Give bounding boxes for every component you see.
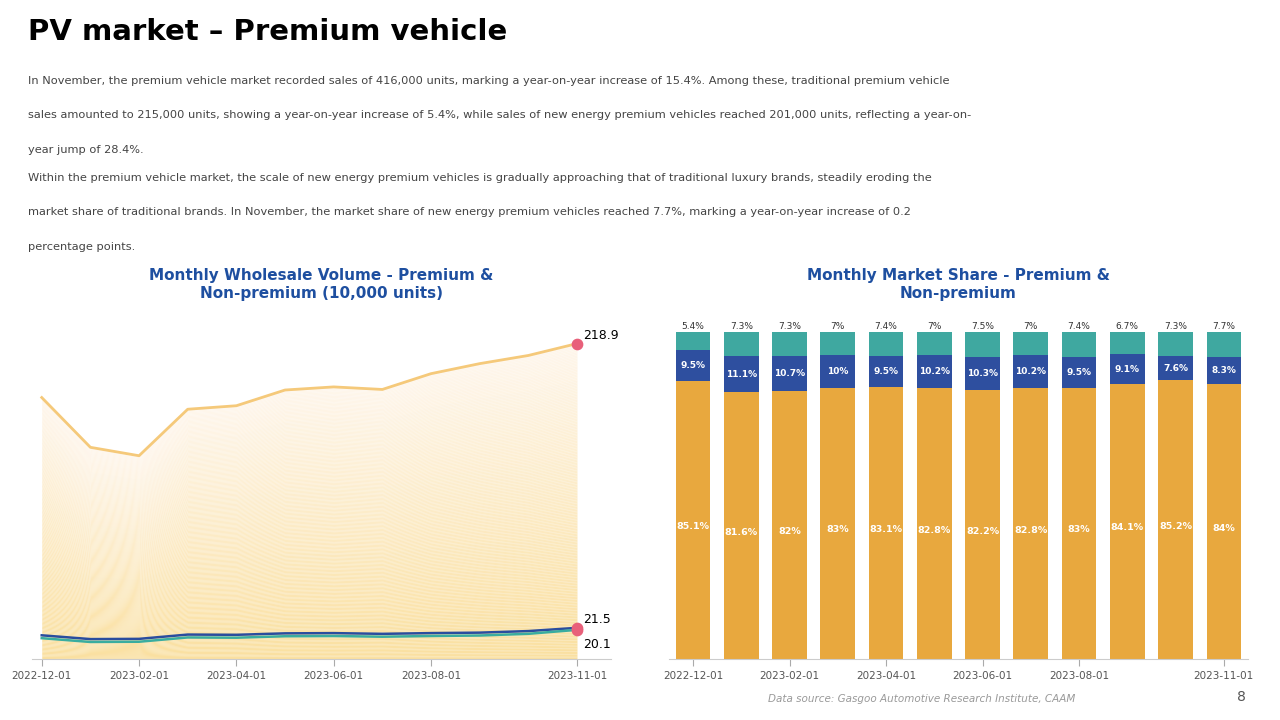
Bar [1158,332,1193,356]
Bar [1110,384,1144,659]
Text: sales amounted to 215,000 units, showing a year-on-year increase of 5.4%, while : sales amounted to 215,000 units, showing… [28,110,972,120]
Bar [1158,380,1193,659]
Text: 5.4%: 5.4% [682,322,704,331]
Bar [1061,333,1097,356]
Bar [869,387,904,659]
Text: 7%: 7% [1024,322,1038,331]
Bar [724,332,759,356]
Point [567,622,588,634]
Text: PV market – Premium vehicle: PV market – Premium vehicle [28,18,507,46]
Bar [1207,357,1242,384]
Bar [772,332,806,356]
Text: 7%: 7% [831,322,845,331]
Bar [820,332,855,355]
Text: Data source: Gasgoo Automotive Research Institute, CAAM: Data source: Gasgoo Automotive Research … [768,694,1075,704]
Text: 7.4%: 7.4% [874,322,897,331]
Bar [676,350,710,381]
Text: year jump of 28.4%.: year jump of 28.4%. [28,145,143,155]
Bar [1207,332,1242,357]
Text: 10%: 10% [827,366,849,376]
Text: 7.4%: 7.4% [1068,323,1091,331]
Text: 9.5%: 9.5% [1066,368,1092,377]
Bar [869,332,904,356]
Bar [676,381,710,659]
Text: 83%: 83% [1068,526,1091,534]
Bar [772,391,806,659]
Text: 10.2%: 10.2% [919,367,950,376]
Text: 8.3%: 8.3% [1211,366,1236,375]
Text: 11.1%: 11.1% [726,369,756,379]
Text: 82.8%: 82.8% [918,526,951,534]
Point [567,624,588,636]
Bar [724,392,759,659]
Title: Monthly Wholesale Volume - Premium &
Non-premium (10,000 units): Monthly Wholesale Volume - Premium & Non… [150,269,494,301]
Text: 8: 8 [1236,690,1245,704]
Text: percentage points.: percentage points. [28,242,136,252]
Text: 7.3%: 7.3% [730,322,753,331]
Bar [1158,356,1193,380]
Text: Within the premium vehicle market, the scale of new energy premium vehicles is g: Within the premium vehicle market, the s… [28,173,932,183]
Bar [820,355,855,387]
Bar [1110,354,1144,384]
Text: 83.1%: 83.1% [869,525,902,534]
Bar [1061,387,1097,659]
Bar [772,356,806,391]
Text: 20.1: 20.1 [582,639,611,652]
Bar [1110,333,1144,354]
Text: 82.8%: 82.8% [1014,526,1047,534]
Bar [1014,388,1048,659]
Text: 81.6%: 81.6% [724,528,758,536]
Text: In November, the premium vehicle market recorded sales of 416,000 units, marking: In November, the premium vehicle market … [28,76,950,86]
Text: 10.7%: 10.7% [774,369,805,378]
Bar [916,388,952,659]
Bar [1014,332,1048,355]
Text: 7.7%: 7.7% [1212,322,1235,331]
Bar [1014,355,1048,388]
Text: 10.2%: 10.2% [1015,367,1046,376]
Title: Monthly Market Share - Premium &
Non-premium: Monthly Market Share - Premium & Non-pre… [806,269,1110,301]
Text: 9.5%: 9.5% [681,361,705,370]
Text: 85.1%: 85.1% [677,522,709,531]
Bar [916,332,952,355]
Text: 84%: 84% [1212,523,1235,533]
Text: 218.9: 218.9 [582,329,618,342]
Bar [869,356,904,387]
Text: 9.1%: 9.1% [1115,365,1140,374]
Bar [676,332,710,350]
Point [567,338,588,349]
Text: 82%: 82% [778,527,801,536]
Text: 85.2%: 85.2% [1160,522,1192,531]
Bar [820,387,855,659]
Bar [965,356,1000,390]
Text: 21.5: 21.5 [582,613,611,626]
Text: market share of traditional brands. In November, the market share of new energy : market share of traditional brands. In N… [28,207,911,217]
Bar [1061,356,1097,387]
Text: 83%: 83% [827,526,849,534]
Text: 7.3%: 7.3% [778,322,801,331]
Text: 82.2%: 82.2% [966,526,1000,536]
Text: 7.5%: 7.5% [972,322,995,331]
Text: 7.3%: 7.3% [1164,322,1187,330]
Bar [724,356,759,392]
Bar [965,332,1000,356]
Bar [965,390,1000,659]
Bar [916,355,952,388]
Text: 10.3%: 10.3% [968,369,998,378]
Text: 7%: 7% [927,322,942,331]
Bar [1207,384,1242,659]
Text: 6.7%: 6.7% [1116,323,1139,331]
Text: 9.5%: 9.5% [873,367,899,377]
Text: 7.6%: 7.6% [1164,364,1188,372]
Text: 84.1%: 84.1% [1111,523,1144,533]
